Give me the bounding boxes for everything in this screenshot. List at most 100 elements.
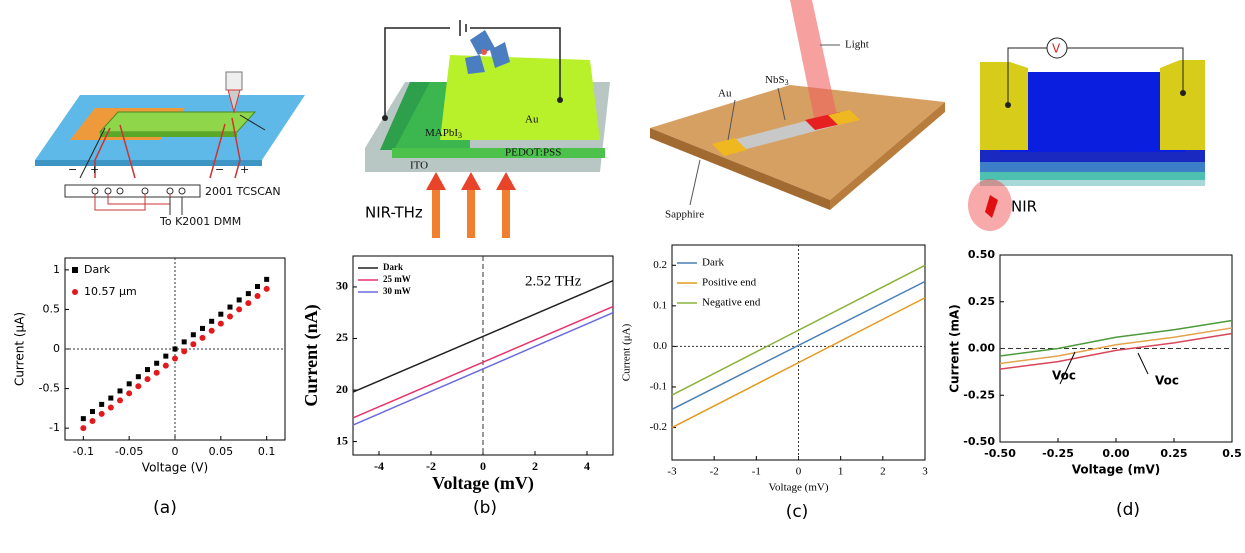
marker bbox=[144, 376, 151, 383]
y-tick-label: 25 bbox=[336, 330, 348, 344]
x-tick-label: -0.05 bbox=[115, 445, 143, 458]
x-tick-label: -3 bbox=[667, 466, 677, 478]
y-tick-label: -0.2 bbox=[650, 421, 667, 433]
x-tick-label: -2 bbox=[426, 459, 436, 473]
series-line bbox=[671, 264, 926, 396]
x-tick-label: 0.5 bbox=[1222, 447, 1242, 460]
x-axis-label: Voltage (V) bbox=[142, 461, 208, 475]
marker bbox=[209, 318, 215, 324]
schematic-label: 2001 TCSCAN bbox=[205, 185, 281, 198]
marker bbox=[154, 360, 160, 366]
marker bbox=[190, 332, 196, 338]
x-tick-label: -0.50 bbox=[984, 447, 1016, 460]
schematic-label: Light bbox=[845, 39, 869, 51]
marker bbox=[108, 395, 114, 401]
legend-label: Negative end bbox=[702, 297, 761, 309]
schematic-label: Au bbox=[525, 114, 539, 126]
legend-label: 30 mW bbox=[383, 286, 411, 296]
marker bbox=[236, 306, 243, 313]
series-line bbox=[999, 319, 1233, 357]
marker bbox=[218, 311, 224, 317]
y-tick-label: 30 bbox=[336, 279, 348, 293]
schematic-label: NIR-THz bbox=[365, 204, 423, 222]
marker bbox=[255, 283, 260, 289]
legend-label: Dark bbox=[84, 263, 111, 276]
y-tick-label: 0.25 bbox=[968, 295, 995, 308]
marker bbox=[90, 409, 95, 415]
schematic-b: MAPbI3 Au PEDOT:PSS ITO NIR-THz bbox=[365, 20, 610, 238]
marker bbox=[254, 292, 261, 299]
marker bbox=[135, 383, 142, 390]
y-axis-label: Current (nA) bbox=[301, 304, 322, 406]
x-tick-label: -4 bbox=[374, 459, 384, 473]
marker bbox=[236, 297, 242, 303]
caption: (b) bbox=[473, 498, 497, 518]
schematic-label: NbS3 bbox=[765, 74, 789, 87]
arrows bbox=[426, 172, 516, 238]
y-tick-label: 0.5 bbox=[43, 302, 61, 315]
x-tick-label: 4 bbox=[584, 459, 590, 473]
marker bbox=[163, 353, 169, 359]
y-tick-label: 0.50 bbox=[968, 248, 995, 261]
x-axis-label: Voltage (mV) bbox=[432, 473, 534, 494]
schematic-label: − bbox=[68, 163, 77, 176]
x-tick-label: 0 bbox=[172, 445, 179, 458]
marker bbox=[153, 369, 160, 376]
schematic-label: ITO bbox=[410, 160, 428, 172]
legend-marker bbox=[72, 289, 78, 295]
annotation: Voc bbox=[1155, 374, 1179, 388]
y-tick-label: -0.50 bbox=[963, 435, 995, 448]
y-tick-label: -1 bbox=[49, 421, 60, 434]
x-tick-label: 0.05 bbox=[209, 445, 234, 458]
marker bbox=[135, 374, 141, 380]
y-tick-label: 0.2 bbox=[653, 259, 667, 271]
marker bbox=[199, 334, 206, 341]
x-tick-label: 1 bbox=[838, 466, 844, 478]
chart: -3 -2 -1 0 1 2 3 -0.2 -0.1 0.0 0.1 0.2 Voltage (mV) C… bbox=[621, 244, 928, 494]
x-tick-label: 0 bbox=[796, 466, 802, 478]
x-axis-label: Voltage (mV) bbox=[1072, 463, 1161, 477]
schematic-c: Light Au NbS3 Sapphire bbox=[650, 0, 945, 221]
x-tick-label: -0.25 bbox=[1042, 447, 1074, 460]
y-tick-label: -0.5 bbox=[39, 382, 60, 395]
legend-label: 25 mW bbox=[383, 274, 411, 284]
schematic-label: + bbox=[240, 163, 249, 176]
y-tick-label: 15 bbox=[336, 433, 348, 447]
marker bbox=[200, 325, 205, 331]
y-axis-label: Current (μA) bbox=[13, 312, 27, 386]
marker bbox=[181, 348, 188, 355]
schematic-d: V NIR bbox=[968, 37, 1205, 231]
marker bbox=[217, 320, 224, 327]
marker bbox=[245, 291, 251, 297]
y-tick-label: -0.1 bbox=[650, 381, 667, 393]
y-axis-label: Current (mA) bbox=[948, 304, 962, 393]
x-tick-label: 0.00 bbox=[1102, 447, 1129, 460]
marker bbox=[208, 327, 215, 334]
chart: -0.1 -0.05 0 0.05 0.1 -1 -0.5 0 0.5 1 Voltage (V) C… bbox=[13, 257, 286, 475]
caption: (d) bbox=[1116, 500, 1140, 520]
legend-label: Dark bbox=[383, 262, 403, 272]
x-axis-label: Voltage (mV) bbox=[769, 482, 829, 494]
y-tick-label: 0.1 bbox=[653, 299, 667, 311]
x-tick-label: 2 bbox=[532, 459, 538, 473]
captions: (a) (b) (c) (d) bbox=[153, 498, 1140, 522]
series-line bbox=[671, 280, 926, 410]
series-line bbox=[671, 297, 926, 429]
annotation-arrow bbox=[1059, 351, 1076, 385]
annotation-arrow bbox=[1137, 352, 1149, 375]
marker bbox=[227, 313, 233, 320]
marker bbox=[98, 410, 105, 417]
y-tick-label: 20 bbox=[336, 382, 348, 396]
legend-label: Positive end bbox=[702, 277, 757, 289]
schematic-label: − bbox=[215, 163, 224, 176]
series-line bbox=[352, 280, 614, 393]
schematic-label: PEDOT:PSS bbox=[505, 147, 561, 159]
schematic-label: Sapphire bbox=[665, 209, 704, 221]
marker bbox=[126, 381, 132, 387]
y-tick-label: -0.25 bbox=[963, 388, 995, 401]
x-tick-label: 2 bbox=[880, 466, 886, 478]
x-tick-label: 3 bbox=[922, 466, 928, 478]
annotation: 2.52 THz bbox=[525, 273, 582, 289]
marker bbox=[172, 346, 178, 352]
